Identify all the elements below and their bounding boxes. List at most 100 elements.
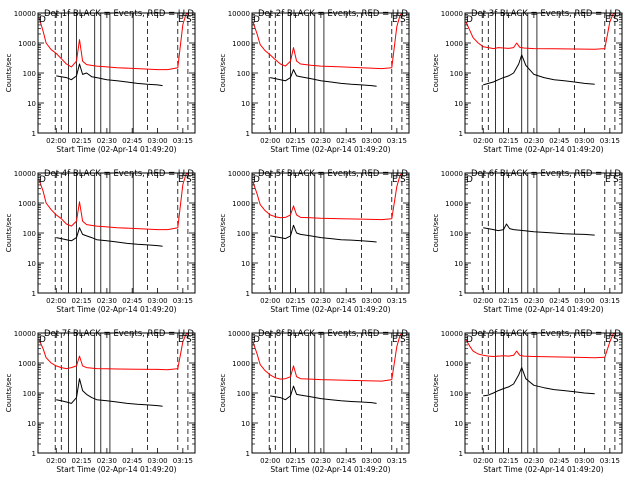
panel-title: Det 8f BLACK = Events, RED = LLD	[258, 329, 408, 339]
panel-title: Det 3f BLACK = Events, RED = LLD	[471, 9, 621, 19]
y-tick-label: 1000	[445, 200, 463, 208]
y-tick-label: 1000	[18, 200, 36, 208]
series-group	[465, 13, 616, 86]
corner-letter: S	[400, 15, 406, 25]
x-tick-label: 03:00	[361, 457, 381, 465]
series-events-line	[270, 385, 377, 404]
x-tick-label: 02:45	[122, 457, 142, 465]
x-tick-label: 02:30	[97, 457, 117, 465]
y-tick-label: 10000	[14, 10, 36, 18]
x-tick-label: 03:15	[387, 137, 407, 145]
y-axis-label: Counts/sec	[432, 214, 440, 253]
corner-letter: S	[613, 335, 619, 345]
x-tick-label: 03:00	[574, 297, 594, 305]
x-axis-label: Start Time (02-Apr-14 01:49:20)	[270, 305, 390, 314]
x-tick-label: 03:00	[147, 137, 167, 145]
x-tick-label: 02:45	[336, 297, 356, 305]
x-tick-label: 03:15	[600, 297, 620, 305]
y-tick-label: 100	[23, 230, 36, 238]
corner-letter: E	[605, 15, 611, 25]
panel-title: Det 4f BLACK = Events, RED = LLD	[44, 169, 194, 179]
y-axis-label: Counts/sec	[432, 54, 440, 93]
corner-letter: D	[39, 175, 46, 185]
panel-title: Det 6f BLACK = Events, RED = LLD	[471, 169, 621, 179]
x-tick-label: 02:45	[336, 137, 356, 145]
y-tick-label: 100	[450, 230, 463, 238]
x-tick-label: 02:45	[549, 297, 569, 305]
y-tick-label: 10000	[228, 330, 250, 338]
panel-det-7: 1 10 100 1000 10000 02:00 02:15 02:30 02:45 03:00…	[5, 329, 196, 474]
y-tick-label: 10	[454, 100, 463, 108]
corner-letter: D	[466, 175, 473, 185]
y-axis-label: Counts/sec	[5, 374, 13, 413]
x-tick-label: 02:45	[122, 297, 142, 305]
y-tick-label: 10000	[441, 170, 463, 178]
x-tick-label: 02:45	[549, 137, 569, 145]
panel-det-8: 1 10 100 1000 10000 02:00 02:15 02:30 02:45 03:00…	[219, 329, 410, 474]
y-tick-label: 100	[237, 230, 250, 238]
series-group	[252, 13, 403, 87]
corner-letter: S	[400, 175, 406, 185]
panel-title: Det 2f BLACK = Events, RED = LLD	[258, 9, 408, 19]
x-tick-label: 02:45	[336, 457, 356, 465]
corner-letter: S	[613, 15, 619, 25]
x-tick-label: 03:15	[173, 457, 193, 465]
x-tick-label: 02:15	[285, 457, 305, 465]
x-tick-label: 02:15	[498, 137, 518, 145]
x-tick-label: 02:30	[524, 137, 544, 145]
y-tick-label: 1	[246, 290, 250, 298]
x-tick-label: 02:15	[71, 297, 91, 305]
y-tick-label: 10000	[441, 330, 463, 338]
y-tick-label: 10	[241, 100, 250, 108]
series-events-line	[270, 69, 377, 87]
x-tick-label: 03:15	[173, 137, 193, 145]
x-tick-label: 03:00	[574, 457, 594, 465]
series-group	[38, 13, 189, 87]
y-axis-label: Counts/sec	[219, 374, 227, 413]
panel-title: Det 7f BLACK = Events, RED = LLD	[44, 329, 194, 339]
x-tick-label: 02:00	[46, 457, 66, 465]
series-events-line	[270, 224, 377, 243]
y-tick-label: 1000	[232, 360, 250, 368]
y-tick-label: 10	[454, 260, 463, 268]
x-tick-label: 03:15	[600, 457, 620, 465]
y-tick-label: 10	[241, 260, 250, 268]
x-axis-label: Start Time (02-Apr-14 01:49:20)	[483, 465, 603, 474]
corner-letter: E	[178, 335, 184, 345]
series-events-line	[56, 63, 163, 87]
y-tick-label: 100	[450, 390, 463, 398]
corner-letter: D	[39, 335, 46, 345]
corner-letter: D	[466, 15, 473, 25]
y-tick-label: 1	[459, 130, 463, 138]
y-tick-label: 100	[237, 70, 250, 78]
series-lld-line	[38, 173, 189, 231]
y-tick-label: 100	[23, 390, 36, 398]
panel-title: Det 5f BLACK = Events, RED = LLD	[258, 169, 408, 179]
series-events-line	[483, 54, 595, 86]
series-group	[252, 333, 403, 404]
corner-letter: E	[605, 175, 611, 185]
y-axis-label: Counts/sec	[5, 214, 13, 253]
y-tick-label: 1000	[232, 40, 250, 48]
series-lld-line	[252, 173, 403, 221]
x-axis-label: Start Time (02-Apr-14 01:49:20)	[483, 305, 603, 314]
x-axis-label: Start Time (02-Apr-14 01:49:20)	[56, 305, 176, 314]
panel-det-9: 1 10 100 1000 10000 02:00 02:15 02:30 02:45 03:00…	[432, 329, 623, 474]
series-events-line	[483, 367, 595, 397]
x-tick-label: 02:00	[260, 137, 280, 145]
y-tick-label: 10	[454, 420, 463, 428]
corner-letter: D	[39, 15, 46, 25]
y-tick-label: 1000	[18, 360, 36, 368]
y-tick-label: 1000	[445, 40, 463, 48]
series-lld-line	[38, 333, 189, 371]
y-tick-label: 10	[27, 100, 36, 108]
series-lld-line	[252, 13, 403, 70]
x-tick-label: 03:15	[600, 137, 620, 145]
x-tick-label: 02:00	[473, 457, 493, 465]
x-tick-label: 03:00	[361, 137, 381, 145]
y-axis-label: Counts/sec	[432, 374, 440, 413]
corner-letter: D	[253, 175, 260, 185]
x-axis-label: Start Time (02-Apr-14 01:49:20)	[56, 145, 176, 154]
x-tick-label: 02:15	[71, 457, 91, 465]
